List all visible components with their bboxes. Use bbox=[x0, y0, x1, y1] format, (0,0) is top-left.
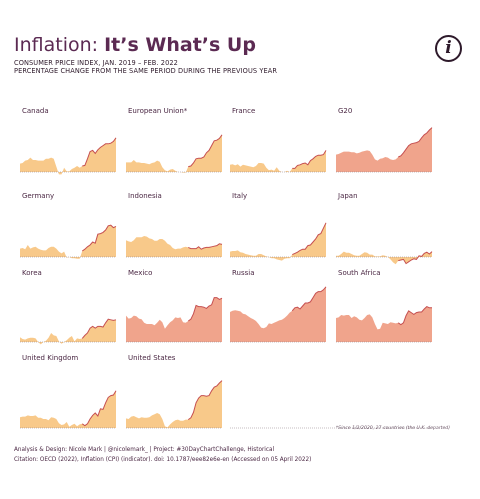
footer-credits: Analysis & Design: Nicole Mark | @nicole… bbox=[14, 447, 275, 453]
line-united-kingdom bbox=[81, 390, 117, 427]
line-italy bbox=[292, 222, 327, 256]
panel-france: France bbox=[230, 107, 327, 173]
line-european-union bbox=[188, 134, 223, 168]
panel-italy: Italy bbox=[230, 192, 327, 261]
line-mexico bbox=[187, 297, 223, 322]
panel-label-korea: Korea bbox=[22, 269, 42, 277]
panel-label-south-africa: South Africa bbox=[338, 269, 381, 277]
panel-european-union: European Union* bbox=[126, 107, 223, 173]
line-japan bbox=[398, 251, 433, 265]
panel-indonesia: Indonesia bbox=[126, 192, 223, 258]
area-indonesia bbox=[126, 236, 222, 257]
line-korea bbox=[81, 318, 117, 339]
title-plain: Inflation: bbox=[14, 34, 105, 56]
area-italy bbox=[230, 222, 326, 261]
line-g20 bbox=[398, 127, 433, 158]
area-european-union bbox=[126, 134, 222, 173]
panel-label-indonesia: Indonesia bbox=[128, 192, 162, 200]
info-icon[interactable]: i bbox=[435, 35, 462, 62]
subtitle-line-2: PERCENTAGE CHANGE FROM THE SAME PERIOD D… bbox=[14, 67, 278, 75]
panel-korea: Korea bbox=[20, 269, 117, 345]
panel-label-japan: Japan bbox=[337, 192, 358, 200]
panel-japan: Japan bbox=[336, 192, 433, 265]
panel-south-africa: South Africa bbox=[336, 269, 432, 343]
area-mexico bbox=[126, 297, 222, 342]
panel-label-canada: Canada bbox=[22, 107, 49, 115]
area-germany bbox=[20, 225, 116, 259]
panel-label-united-states: United States bbox=[128, 354, 176, 362]
panel-united-states: United States bbox=[126, 354, 223, 429]
area-united-states bbox=[126, 380, 222, 428]
panel-label-mexico: Mexico bbox=[128, 269, 152, 277]
page-title: Inflation: It’s What’s Up bbox=[14, 34, 256, 56]
panel-label-european-union: European Union* bbox=[128, 107, 188, 115]
panel-russia: Russia bbox=[230, 269, 327, 343]
area-japan bbox=[336, 251, 432, 265]
title-bold: It’s What’s Up bbox=[104, 34, 256, 56]
line-france bbox=[292, 150, 327, 169]
area-france bbox=[230, 150, 326, 172]
footer-citation: Citation: OECD (2022), Inflation (CPI) (… bbox=[14, 457, 312, 463]
panel-label-russia: Russia bbox=[232, 269, 255, 277]
footnote: *Since 1/2/2020, 27 countries (the U.K. … bbox=[335, 426, 450, 431]
panel-germany: Germany bbox=[20, 192, 117, 259]
area-canada bbox=[20, 137, 116, 175]
panel-mexico: Mexico bbox=[126, 269, 223, 343]
panel-g20: G20 bbox=[336, 107, 433, 173]
panel-label-g20: G20 bbox=[338, 107, 352, 115]
line-germany bbox=[81, 224, 117, 252]
line-south-africa bbox=[397, 306, 432, 326]
panel-canada: Canada bbox=[20, 107, 117, 175]
line-indonesia bbox=[188, 243, 223, 250]
subtitle-line-1: CONSUMER PRICE INDEX, JAN. 2019 – FEB. 2… bbox=[14, 59, 178, 67]
panel-united-kingdom: United Kingdom bbox=[20, 354, 117, 429]
area-g20 bbox=[336, 127, 432, 172]
area-russia bbox=[230, 286, 326, 342]
area-korea bbox=[20, 319, 116, 345]
line-united-states bbox=[187, 380, 223, 421]
panel-label-france: France bbox=[232, 107, 255, 115]
line-russia bbox=[291, 286, 327, 312]
line-canada bbox=[82, 137, 117, 167]
panel-label-italy: Italy bbox=[232, 192, 247, 200]
area-united-kingdom bbox=[20, 390, 116, 428]
area-south-africa bbox=[336, 306, 432, 342]
panel-label-germany: Germany bbox=[22, 192, 54, 200]
panel-label-united-kingdom: United Kingdom bbox=[22, 354, 78, 362]
